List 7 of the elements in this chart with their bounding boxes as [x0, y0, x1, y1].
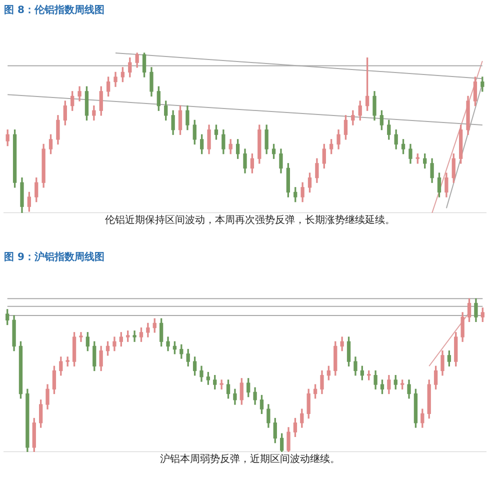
- candlestick: [220, 380, 224, 390]
- chart-title: 图 9：沪铝指数周线图: [3, 250, 106, 264]
- text: 沪铝本周弱势反弹，近期区间波动继续。: [159, 452, 341, 467]
- candlestick: [79, 332, 83, 342]
- chart-title: 图 8：伦铝指数周线图: [3, 4, 106, 17]
- text: 伦铝近期保持区间波动，本周再次强势反弹，长期涨势继续延续。: [104, 214, 396, 228]
- candlestick: [132, 330, 136, 342]
